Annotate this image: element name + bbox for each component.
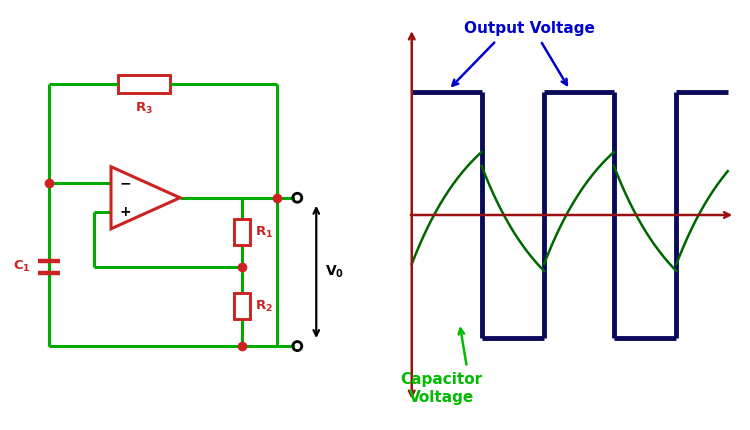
Text: −: − [120, 176, 131, 190]
Bar [118, 75, 170, 92]
Text: +: + [120, 205, 131, 219]
Text: $\mathbf{R_1}$: $\mathbf{R_1}$ [255, 225, 273, 240]
Text: $\mathbf{R_3}$: $\mathbf{R_3}$ [135, 101, 153, 116]
Text: Capacitor
Voltage: Capacitor Voltage [400, 372, 482, 405]
Bar [234, 294, 250, 319]
Text: Output Voltage: Output Voltage [464, 21, 595, 36]
Text: $\mathbf{V_0}$: $\mathbf{V_0}$ [325, 264, 344, 280]
Text: $\mathbf{C_1}$: $\mathbf{C_1}$ [13, 259, 31, 274]
Bar [234, 219, 250, 245]
Text: $\mathbf{R_2}$: $\mathbf{R_2}$ [255, 299, 273, 314]
